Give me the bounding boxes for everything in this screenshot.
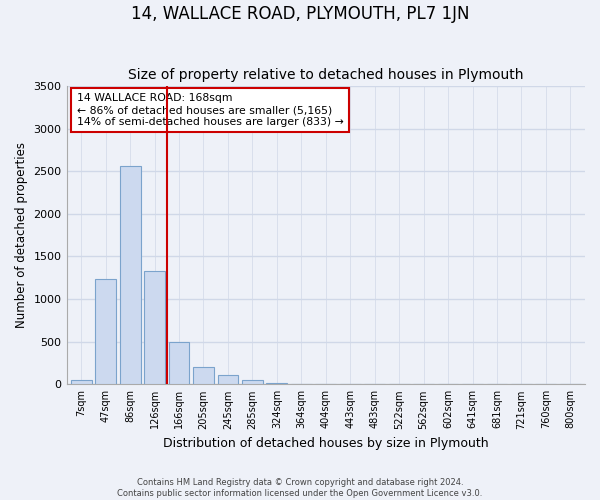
X-axis label: Distribution of detached houses by size in Plymouth: Distribution of detached houses by size … — [163, 437, 488, 450]
Bar — [95, 280, 116, 384]
Text: 14 WALLACE ROAD: 168sqm
← 86% of detached houses are smaller (5,165)
14% of semi: 14 WALLACE ROAD: 168sqm ← 86% of detache… — [77, 94, 344, 126]
Bar — [242, 380, 263, 384]
Text: 14, WALLACE ROAD, PLYMOUTH, PL7 1JN: 14, WALLACE ROAD, PLYMOUTH, PL7 1JN — [131, 5, 469, 23]
Bar — [169, 342, 190, 384]
Bar — [120, 166, 140, 384]
Text: Contains HM Land Registry data © Crown copyright and database right 2024.
Contai: Contains HM Land Registry data © Crown c… — [118, 478, 482, 498]
Title: Size of property relative to detached houses in Plymouth: Size of property relative to detached ho… — [128, 68, 524, 82]
Bar — [71, 380, 92, 384]
Bar — [144, 271, 165, 384]
Bar — [218, 375, 238, 384]
Bar — [193, 368, 214, 384]
Y-axis label: Number of detached properties: Number of detached properties — [15, 142, 28, 328]
